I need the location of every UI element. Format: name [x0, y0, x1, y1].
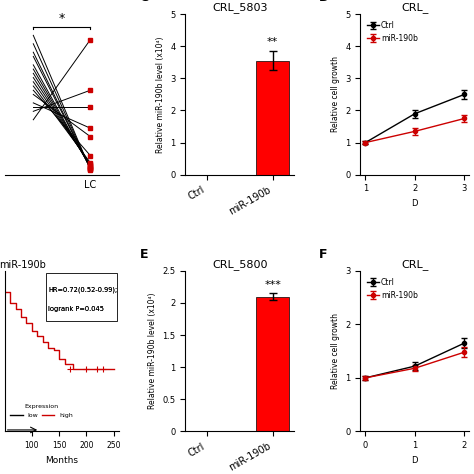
Y-axis label: Relative miR-190b level (x10⁴): Relative miR-190b level (x10⁴) — [148, 293, 157, 410]
Text: E: E — [140, 248, 148, 261]
Title: CRL_5803: CRL_5803 — [212, 2, 267, 13]
X-axis label: Months: Months — [46, 456, 78, 465]
Text: logrank P=0.045: logrank P=0.045 — [48, 306, 104, 312]
X-axis label: D: D — [411, 199, 418, 208]
Text: D: D — [319, 0, 329, 4]
Bar — [256, 297, 289, 431]
Text: miR-190b: miR-190b — [0, 260, 46, 270]
Text: ***: *** — [264, 280, 281, 290]
Text: HR=0.72(0.52-0.99);: HR=0.72(0.52-0.99); — [48, 287, 117, 293]
Legend: low, high: low, high — [8, 401, 75, 420]
Y-axis label: Relative miR-190b level (x10⁴): Relative miR-190b level (x10⁴) — [155, 36, 164, 153]
Title: CRL_5800: CRL_5800 — [212, 259, 267, 270]
Legend: Ctrl, miR-190b: Ctrl, miR-190b — [365, 275, 421, 303]
Title: CRL_: CRL_ — [401, 2, 428, 13]
Text: **: ** — [267, 37, 278, 47]
Y-axis label: Relative cell growth: Relative cell growth — [331, 56, 340, 132]
FancyBboxPatch shape — [46, 273, 117, 320]
Bar — [256, 61, 289, 174]
Text: F: F — [319, 248, 328, 261]
Text: *: * — [59, 12, 65, 25]
Text: logrank P=0.045: logrank P=0.045 — [48, 306, 104, 312]
Text: HR=0.72(0.52-0.99);: HR=0.72(0.52-0.99); — [48, 287, 117, 293]
Text: C: C — [140, 0, 149, 4]
Legend: Ctrl, miR-190b: Ctrl, miR-190b — [365, 18, 421, 46]
X-axis label: D: D — [411, 456, 418, 465]
Y-axis label: Relative cell growth: Relative cell growth — [331, 313, 340, 389]
Title: CRL_: CRL_ — [401, 259, 428, 270]
